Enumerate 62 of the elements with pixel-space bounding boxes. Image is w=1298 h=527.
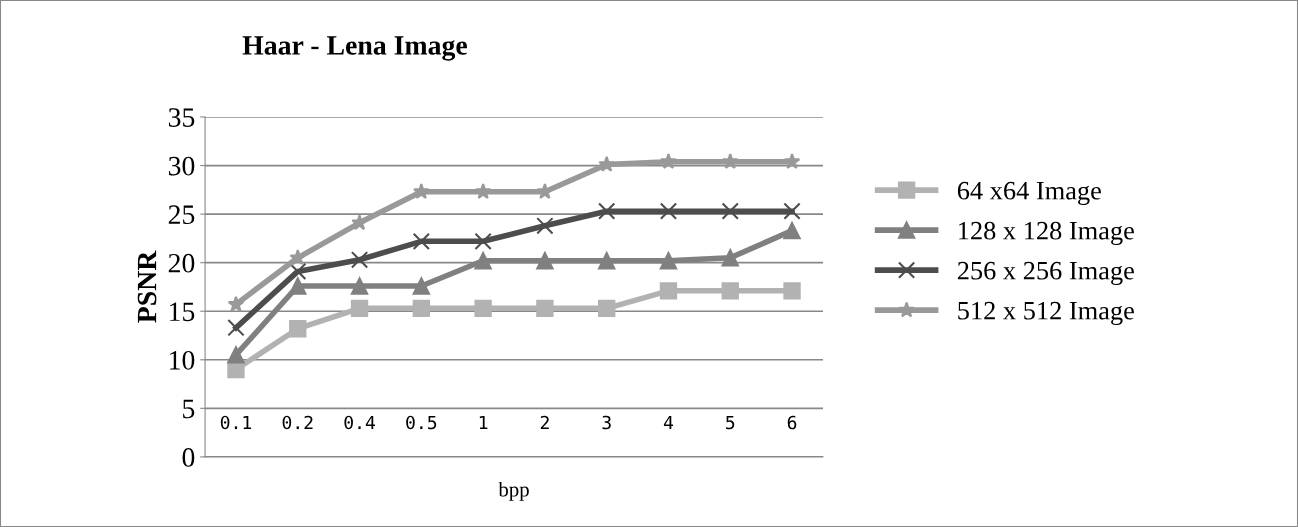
point <box>598 299 616 317</box>
point <box>659 252 678 270</box>
x-axis-title: bpp <box>498 481 529 501</box>
x-tick-label: 3 <box>602 415 611 430</box>
point <box>783 202 801 220</box>
point <box>598 252 616 270</box>
point <box>536 217 554 235</box>
y-tick-label: 30 <box>168 156 195 176</box>
legend-label: 64 x64 Image <box>957 181 1101 206</box>
point <box>227 346 245 364</box>
point <box>474 299 492 317</box>
point <box>536 299 554 317</box>
chart-title: Haar - Lena Image <box>242 36 467 61</box>
point <box>289 277 307 295</box>
point <box>227 319 245 337</box>
point <box>659 202 678 220</box>
x-tick-label: 0.5 <box>406 415 437 430</box>
point <box>721 249 739 267</box>
legend-label: 128 x 128 Image <box>959 221 1134 246</box>
y-tick-label: 20 <box>168 253 195 273</box>
point <box>783 221 801 240</box>
point <box>659 282 678 300</box>
point <box>227 295 245 312</box>
point <box>783 152 801 169</box>
y-axis-title: PSNR <box>137 250 157 323</box>
point <box>721 282 739 300</box>
point <box>350 251 369 269</box>
x-tick-label: 6 <box>787 415 797 430</box>
point <box>413 183 430 199</box>
legend-label: 512 x 512 Image <box>958 301 1134 326</box>
point <box>289 249 307 266</box>
point <box>536 252 554 270</box>
y-tick-label: 10 <box>170 350 195 370</box>
point <box>598 155 615 172</box>
point <box>474 232 492 250</box>
x-tick-label: 4 <box>663 415 674 430</box>
point <box>351 214 368 231</box>
point <box>412 299 431 317</box>
point <box>474 252 492 270</box>
point <box>598 202 616 220</box>
x-tick-label: 0.2 <box>282 415 313 430</box>
legend-label: 256 x 256 Image <box>957 261 1134 286</box>
point <box>289 262 307 281</box>
x-tick-label: 0.4 <box>344 415 375 430</box>
y-tick-label: 25 <box>168 205 195 225</box>
x-tick-label: 0.1 <box>220 415 252 430</box>
point <box>350 277 369 295</box>
point <box>721 202 739 220</box>
y-tick-label: 0 <box>182 448 195 467</box>
point <box>350 299 369 317</box>
y-tick-label: 15 <box>170 302 195 322</box>
point <box>660 152 677 169</box>
point <box>289 320 307 338</box>
point <box>721 152 739 169</box>
point <box>412 232 431 250</box>
point <box>474 183 492 199</box>
point <box>783 282 801 300</box>
x-tick-label: 1 <box>479 415 488 430</box>
x-tick-label: 5 <box>726 415 735 430</box>
x-tick-label: 2 <box>540 415 549 430</box>
point <box>412 277 431 295</box>
y-tick-label: 35 <box>168 108 195 127</box>
